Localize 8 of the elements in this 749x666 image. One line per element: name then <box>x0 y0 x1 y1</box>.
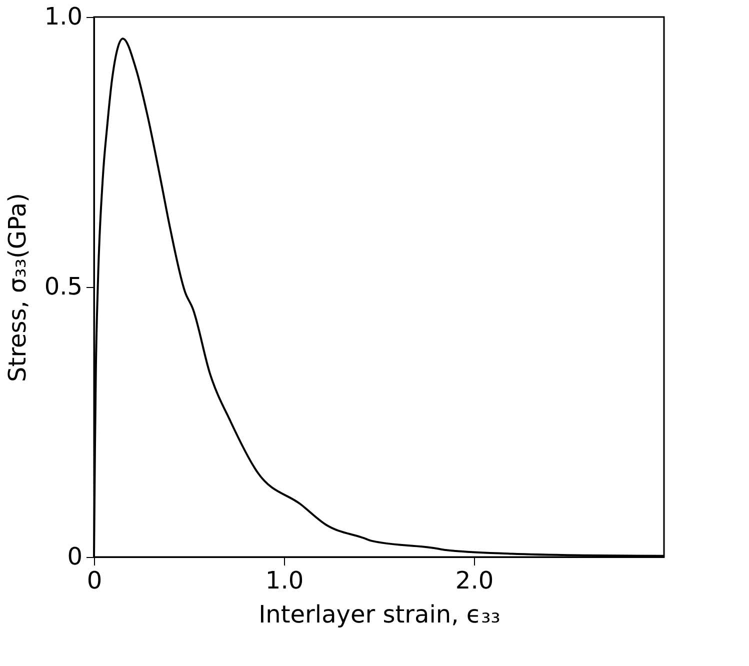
x-tick-label: 1.0 <box>265 566 304 594</box>
y-axis-title: Stress, σ₃₃(GPa) <box>3 193 32 382</box>
x-tick-label: 2.0 <box>455 566 494 594</box>
x-tick-label: 0 <box>86 566 102 594</box>
x-axis-title: Interlayer strain, ϵ₃₃ <box>258 600 500 628</box>
y-tick-label: 0.5 <box>44 272 82 300</box>
y-tick-label: 0 <box>67 542 82 570</box>
y-tick-label: 1.0 <box>44 2 82 30</box>
